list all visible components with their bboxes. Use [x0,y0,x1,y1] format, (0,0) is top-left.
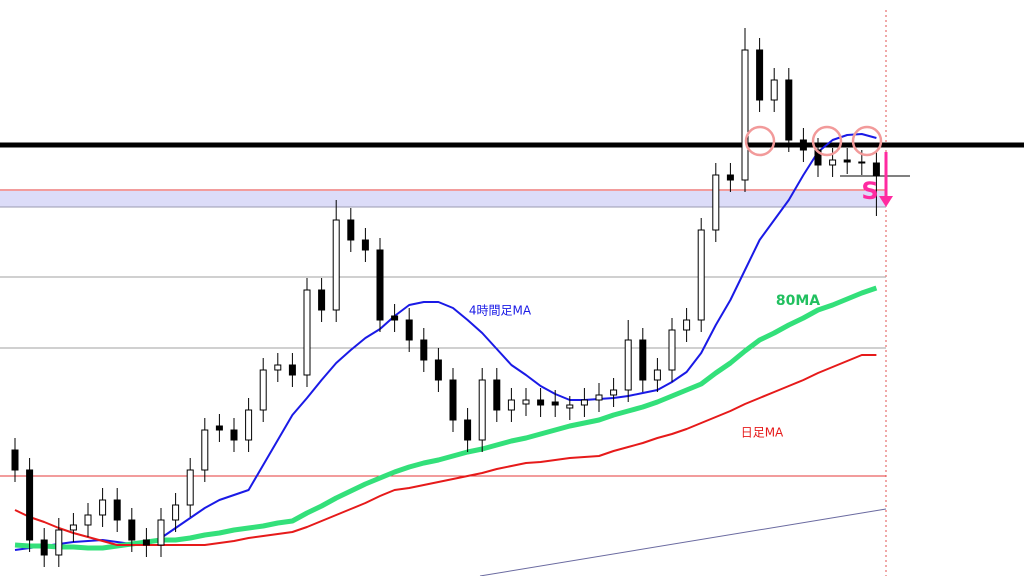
candle-body [741,49,749,181]
candle-body [610,389,618,396]
candle-body [113,499,121,521]
candle-body [128,519,136,541]
candle-body [434,359,442,381]
candle-body [361,239,369,251]
candle-body [142,539,150,546]
candle-body [712,174,720,231]
candle-body [785,79,793,141]
candle-body [624,339,632,391]
candle-body [376,249,384,321]
candle-body [40,539,48,556]
candle-body [522,399,530,405]
candle-body [595,394,603,401]
candle-body [69,524,77,531]
candle-body [726,174,734,181]
candle-body [215,425,223,431]
candle-body [245,409,253,441]
candle-body [26,469,34,541]
trend-line [479,508,887,576]
zone-band [0,191,886,207]
highlight-circle [811,125,843,157]
candle-body [566,404,574,409]
candle-body [84,514,92,526]
candle-body [230,429,238,441]
candle-body [259,369,267,411]
ma-label: 80MA [776,293,820,309]
candle-body [551,401,559,406]
ma-line [14,285,878,551]
highlight-circle [851,125,883,157]
candle-body [464,419,472,441]
candle-body [99,499,107,516]
candle-body [697,229,705,321]
candle-body [843,159,851,163]
candle-body [186,469,194,506]
sell-arrow-head [879,196,893,207]
candle-body [449,379,457,421]
candle-body [172,504,180,521]
candle-body [405,319,413,341]
candle-body [653,369,661,381]
candle-body [157,519,165,546]
candle-body [858,161,866,164]
candle-body [829,159,837,166]
candle-body [756,49,764,101]
signal-label: S [861,177,878,205]
candle-body [303,289,311,376]
candle-body [318,289,326,311]
candle-body [507,399,515,411]
candle-body [332,219,340,311]
candle-body [799,139,807,151]
candle-body [683,319,691,331]
candle-body [639,339,647,381]
candle-body [420,339,428,361]
candle-body [770,79,778,101]
candle-body [55,529,63,556]
candle-body [201,429,209,471]
candle-body [493,379,501,411]
candle-body [580,399,588,406]
candle-body [347,219,355,241]
candle-body [274,364,282,371]
candle-body [668,329,676,371]
candle-body [814,149,822,166]
candle-body [288,364,296,376]
highlight-circle [744,125,776,157]
candle-body [537,399,545,406]
candle-body [478,379,486,441]
candle-body [391,315,399,321]
candle-body [872,162,880,176]
ma-label: 日足MA [741,426,784,440]
ma-label: 4時間足MA [469,304,532,318]
ma-line [14,354,877,546]
candle-body [11,449,19,471]
